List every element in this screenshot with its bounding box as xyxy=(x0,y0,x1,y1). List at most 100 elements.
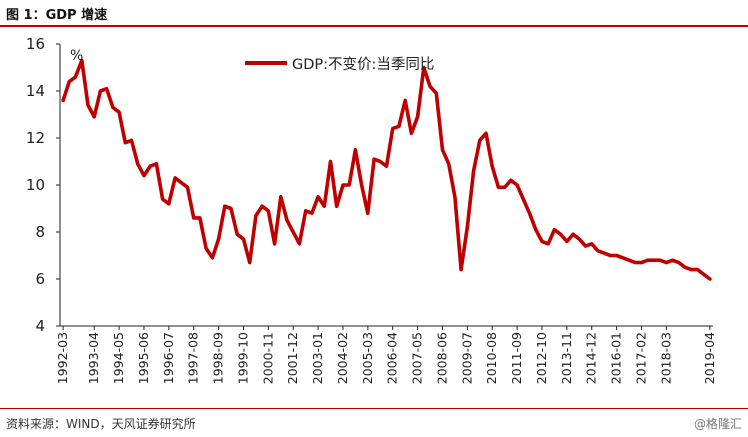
data-point xyxy=(286,219,288,222)
data-point xyxy=(572,233,574,236)
data-point xyxy=(615,254,618,257)
data-point xyxy=(236,233,239,236)
data-point xyxy=(248,261,251,264)
data-point xyxy=(273,242,276,245)
x-tick-label: 2003-01 xyxy=(310,332,325,384)
data-point xyxy=(640,261,643,264)
data-point xyxy=(118,111,120,113)
x-tick-label: 1992-03 xyxy=(55,332,70,384)
data-point xyxy=(354,148,357,151)
y-tick-label: 6 xyxy=(35,270,45,288)
data-point xyxy=(478,139,481,142)
data-point xyxy=(317,195,319,198)
data-point xyxy=(472,170,475,172)
data-point xyxy=(143,174,145,177)
y-tick-label: 16 xyxy=(26,35,45,53)
data-point xyxy=(311,212,313,214)
x-tick-label: 1993-04 xyxy=(86,332,101,384)
data-point xyxy=(360,184,363,186)
y-axis-ticks: 4 6 8 10 12 14 16 xyxy=(26,35,60,335)
data-point xyxy=(199,217,201,219)
data-point xyxy=(348,184,350,186)
x-tick-label: 1994-05 xyxy=(111,332,126,384)
data-point xyxy=(441,148,444,151)
data-point xyxy=(622,257,624,259)
x-tick-label: 2019-04 xyxy=(702,332,717,384)
data-point xyxy=(435,92,438,95)
gdp-series-line xyxy=(61,58,712,281)
data-point xyxy=(677,261,680,264)
data-point xyxy=(379,160,382,163)
data-point xyxy=(385,165,388,167)
data-point xyxy=(230,207,232,210)
legend: GDP:不变价:当季同比 xyxy=(245,56,434,73)
data-point xyxy=(690,268,693,271)
data-point xyxy=(62,99,64,102)
data-point xyxy=(634,261,637,264)
data-point xyxy=(80,59,83,62)
data-point xyxy=(534,228,537,231)
axes xyxy=(59,44,713,327)
data-point xyxy=(684,266,686,269)
x-tick-label: 2008-06 xyxy=(434,332,449,384)
data-point xyxy=(292,231,295,233)
x-tick-label: 2004-02 xyxy=(335,332,350,384)
data-point xyxy=(124,141,127,144)
data-point xyxy=(168,203,170,205)
data-point xyxy=(192,217,195,219)
data-point xyxy=(112,106,114,109)
x-tick-label: 2009-07 xyxy=(459,332,474,384)
data-point xyxy=(298,242,301,245)
x-tick-label: 2018-03 xyxy=(658,332,673,384)
data-point xyxy=(304,210,307,212)
data-point xyxy=(391,127,394,130)
x-tick-label: 2017-02 xyxy=(633,332,648,384)
data-point xyxy=(242,238,245,240)
data-point xyxy=(653,259,655,261)
y-axis-unit: % xyxy=(70,48,83,64)
x-tick-label: 1995-06 xyxy=(136,332,151,384)
data-point xyxy=(186,186,189,189)
data-point xyxy=(423,66,425,69)
data-point xyxy=(665,261,668,264)
y-tick-label: 4 xyxy=(35,317,45,335)
data-point xyxy=(416,116,419,118)
x-axis-ticks: 1992-03 1993-04 1994-05 1995-06 1996-07 1997-… xyxy=(55,326,717,384)
data-point xyxy=(74,76,77,78)
x-tick-label: 2010-08 xyxy=(484,332,499,384)
x-tick-label: 2000-11 xyxy=(260,332,275,384)
data-point xyxy=(68,80,71,83)
chart-title: 图 1：GDP 增速 xyxy=(6,8,108,23)
data-point xyxy=(155,163,158,165)
data-point xyxy=(510,179,512,182)
data-point xyxy=(553,228,556,231)
data-point xyxy=(522,198,525,200)
data-point xyxy=(99,90,102,92)
data-point xyxy=(105,87,108,90)
gdp-line-chart: 4 6 8 10 12 14 16 1992-03 1993-04 1994-05 1995-06… xyxy=(26,35,717,384)
data-point xyxy=(696,268,699,271)
data-point xyxy=(217,238,220,240)
data-point xyxy=(528,212,531,214)
data-point xyxy=(367,212,369,214)
data-point xyxy=(541,240,543,243)
x-tick-label: 1996-07 xyxy=(161,332,176,384)
bottom-divider xyxy=(0,408,748,409)
x-tick-label: 2005-03 xyxy=(360,332,375,384)
x-tick-label: 2007-05 xyxy=(410,332,425,384)
data-point xyxy=(136,163,139,165)
watermark: @格隆汇 xyxy=(693,417,742,431)
data-point xyxy=(404,99,406,102)
data-point xyxy=(584,245,587,247)
legend-label: GDP:不变价:当季同比 xyxy=(292,56,434,73)
data-point xyxy=(279,195,282,198)
data-point xyxy=(516,184,518,186)
data-point xyxy=(702,273,705,276)
data-point xyxy=(329,160,332,163)
data-point xyxy=(161,198,164,200)
data-point xyxy=(205,247,207,250)
data-point xyxy=(566,240,568,243)
data-point xyxy=(659,259,661,261)
data-point xyxy=(373,158,375,160)
x-tick-label: 2001-12 xyxy=(285,332,300,384)
